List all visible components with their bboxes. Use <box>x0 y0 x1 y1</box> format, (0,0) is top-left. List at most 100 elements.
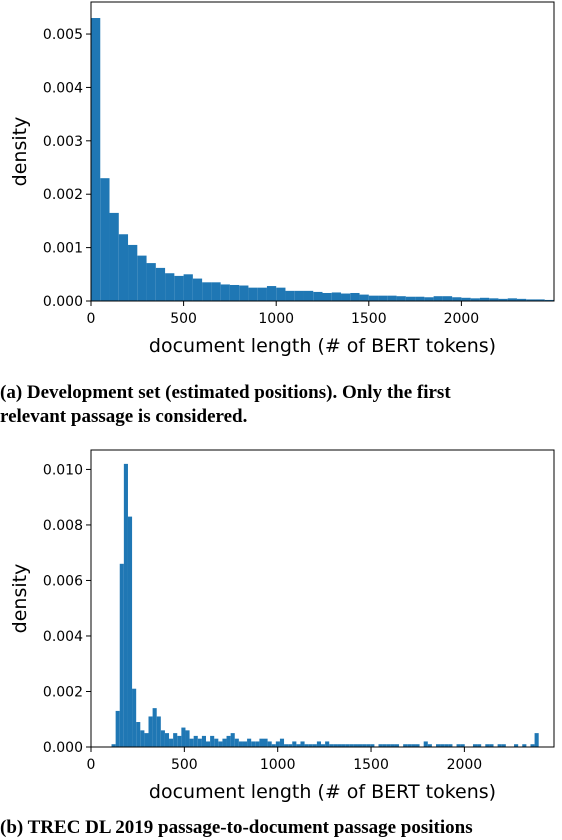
bars <box>91 18 554 302</box>
histogram-bar <box>115 710 120 747</box>
x-tick-label: 1500 <box>353 757 389 773</box>
histogram-bar <box>452 297 462 301</box>
histogram-bar <box>522 744 527 747</box>
histogram-bar <box>349 744 354 747</box>
histogram-bar <box>128 244 138 301</box>
plot-frame <box>90 449 555 748</box>
histogram-bar <box>276 287 286 301</box>
histogram-bar <box>206 741 211 747</box>
histogram-bar <box>477 744 482 747</box>
histogram-bar <box>165 273 175 301</box>
histogram-bar <box>516 298 527 301</box>
histogram-bar <box>140 730 145 747</box>
histogram-bar <box>444 744 449 747</box>
histogram-bar <box>321 744 326 747</box>
histogram-bar <box>202 282 212 301</box>
histogram-bar <box>238 741 243 747</box>
histogram-bar <box>229 284 240 301</box>
histogram-bar <box>136 722 141 747</box>
histogram-bar <box>294 290 304 301</box>
histogram-bar <box>415 744 420 747</box>
histogram-bar <box>118 234 129 301</box>
histogram-bar <box>173 733 178 747</box>
histogram-bar <box>148 716 153 747</box>
histogram-bar <box>201 735 207 747</box>
x-tick-label: 1500 <box>351 311 387 327</box>
caption-a-line1: (a) Development set (estimated positions… <box>0 382 451 403</box>
histogram-bar <box>396 296 406 301</box>
histogram-bar <box>497 744 502 747</box>
histogram-bar <box>535 299 545 301</box>
histogram-bar <box>387 295 397 301</box>
histogram-bar <box>479 297 490 301</box>
histogram-bar <box>230 733 235 747</box>
x-axis-label: document length (# of BERT tokens) <box>149 335 496 357</box>
histogram-bar <box>132 688 137 747</box>
histogram-bar <box>333 744 338 747</box>
histogram-bar <box>407 744 412 747</box>
x-tick-label: 2000 <box>447 757 483 773</box>
histogram-bar <box>460 744 465 747</box>
histogram-bar <box>470 298 480 301</box>
histogram-bar <box>193 735 198 747</box>
histogram-bar <box>337 744 342 747</box>
y-axis-label: density <box>9 117 31 187</box>
histogram-bar <box>296 744 301 747</box>
histogram-bar <box>427 744 432 747</box>
histogram-bar <box>152 708 157 747</box>
histogram-bar <box>197 738 202 747</box>
histogram-bar <box>498 298 508 301</box>
caption-a-line2: relevant passage is considered. <box>0 406 248 427</box>
histogram-bar <box>331 292 342 301</box>
histogram-bar <box>155 267 166 301</box>
y-tick-label: 0.004 <box>43 80 83 96</box>
histogram-bar <box>304 744 309 747</box>
histogram-bar <box>100 178 110 301</box>
histogram-bar <box>514 744 519 747</box>
x-tick-label: 500 <box>171 757 198 773</box>
histogram-bar <box>362 744 367 747</box>
histogram-bar <box>526 299 536 301</box>
y-tick-label: 0.001 <box>43 241 83 257</box>
histogram-bar <box>279 738 285 747</box>
histogram-bar <box>366 744 371 747</box>
histogram-bar <box>164 733 170 747</box>
histogram-bar <box>183 274 193 301</box>
histogram-bar <box>424 297 434 301</box>
histogram-bar <box>119 563 124 747</box>
histogram-bar <box>257 287 267 301</box>
histogram-bar <box>411 744 416 747</box>
histogram-bar <box>308 744 313 747</box>
y-tick-label: 0.000 <box>43 740 83 756</box>
histogram-bar <box>322 292 332 301</box>
y-tick-label: 0.002 <box>43 187 83 203</box>
histogram-bar <box>109 212 119 301</box>
histogram-bar <box>189 738 194 747</box>
histogram-bar <box>507 298 517 301</box>
histogram-bar <box>325 741 330 747</box>
histogram-bar <box>378 744 383 747</box>
histogram-bar <box>530 744 535 747</box>
x-tick-label: 0 <box>87 311 96 327</box>
histogram-bar <box>123 463 128 747</box>
histogram-bar <box>405 296 416 301</box>
histogram-bar <box>242 741 248 747</box>
histogram-bar <box>316 741 322 747</box>
histogram-bar <box>303 290 314 301</box>
histogram-bar <box>248 287 258 301</box>
histogram-bar <box>169 738 174 747</box>
histogram-bar <box>284 744 289 747</box>
y-axis-label: density <box>9 564 31 634</box>
histogram-bar <box>442 296 453 301</box>
histogram-bar <box>218 741 223 747</box>
caption-b: (b) TREC DL 2019 passage-to-document pas… <box>0 817 473 838</box>
histogram-bar <box>127 516 133 747</box>
histogram-bar <box>300 741 305 747</box>
y-tick-label: 0.002 <box>43 684 83 700</box>
histogram-bar <box>378 295 388 301</box>
histogram-bar <box>275 741 280 747</box>
histogram-bar <box>368 295 379 301</box>
histogram-bar <box>292 741 297 747</box>
histogram-bar <box>285 290 295 301</box>
histogram-bar <box>341 293 351 301</box>
